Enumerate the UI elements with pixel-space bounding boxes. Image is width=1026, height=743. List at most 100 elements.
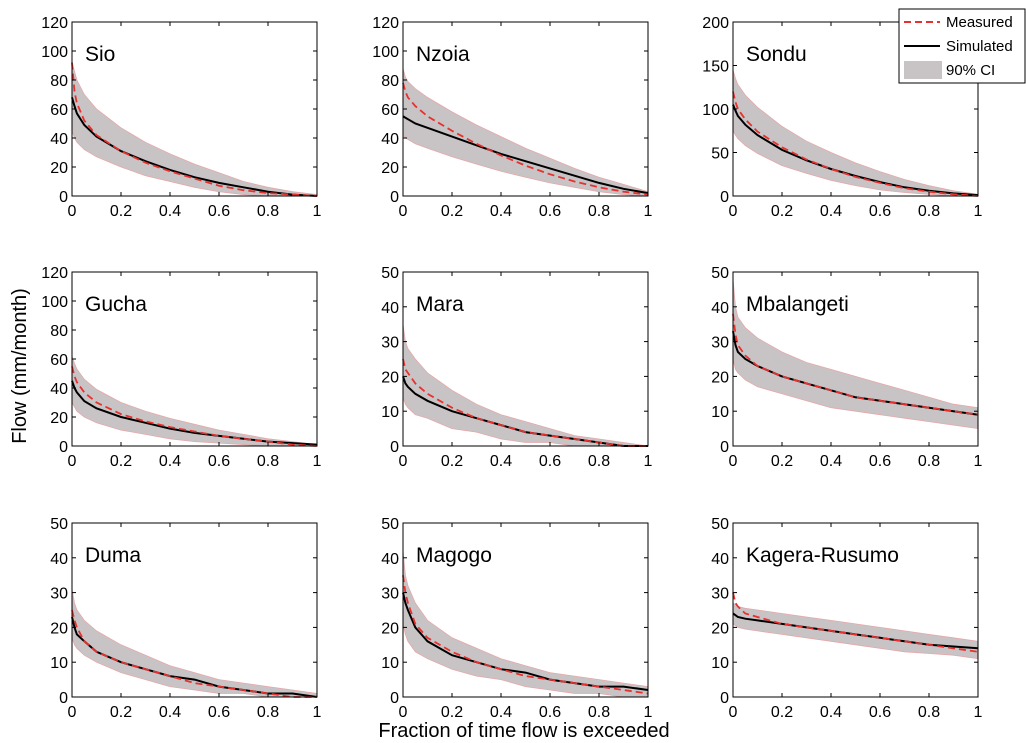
axes-frame [732, 271, 979, 447]
x-tick-label: 0.4 [820, 453, 842, 470]
panel-nzoia: 0 0.2 0.4 0.6 0.8 1 0 20 40 60 80 100 120 Nzoia [372, 15, 652, 220]
y-tick-label: 10 [50, 655, 68, 672]
y-tick-label: 80 [50, 73, 68, 90]
y-axis-label: Flow (mm/month) [9, 288, 31, 444]
x-tick-label: 0.8 [257, 203, 279, 220]
x-tick-label: 0.4 [490, 453, 512, 470]
x-axis-label: Fraction of time flow is exceeded [378, 720, 669, 742]
x-tick-label: 0.6 [869, 203, 891, 220]
y-tick-label: 150 [702, 59, 729, 76]
x-tick-label: 0 [68, 203, 77, 220]
y-tick-label: 0 [720, 189, 729, 206]
ci-band [732, 602, 979, 660]
y-tick-label: 80 [50, 323, 68, 340]
panel-title: Sondu [746, 43, 807, 66]
x-tick-label: 0.4 [820, 203, 842, 220]
panel-title: Mbalangeti [746, 293, 849, 316]
measured-line [71, 62, 318, 197]
axes-frame [71, 522, 318, 698]
x-tick-label: 0.6 [869, 704, 891, 721]
x-tick-label: 0.2 [110, 453, 132, 470]
y-tick-label: 40 [381, 551, 399, 568]
y-tick-label: 100 [702, 102, 729, 119]
y-tick-label: 40 [50, 131, 68, 148]
legend-label: 90% CI [946, 62, 995, 79]
x-tick-label: 0.2 [441, 203, 463, 220]
measured-line [71, 609, 317, 698]
x-tick-label: 0.6 [208, 453, 230, 470]
y-tick-label: 50 [381, 516, 399, 533]
y-tick-label: 0 [390, 690, 399, 707]
y-tick-label: 120 [41, 15, 68, 32]
panel-title: Kagera-Rusumo [746, 544, 899, 567]
y-tick-label: 100 [41, 44, 68, 61]
y-tick-label: 20 [50, 160, 68, 177]
y-tick-label: 30 [711, 586, 729, 603]
x-tick-label: 0.6 [869, 453, 891, 470]
panel-gucha: 0 0.2 0.4 0.6 0.8 1 0 20 40 60 80 100 120 Gucha [41, 265, 321, 470]
x-tick-label: 0 [399, 453, 408, 470]
x-tick-label: 1 [644, 704, 653, 721]
y-tick-label: 50 [711, 146, 729, 163]
panel-title: Mara [416, 293, 464, 316]
y-tick-label: 10 [381, 655, 399, 672]
x-tick-label: 1 [974, 453, 983, 470]
x-tick-label: 0.4 [159, 704, 181, 721]
y-tick-label: 40 [50, 381, 68, 398]
x-tick-label: 0.4 [820, 704, 842, 721]
ci-band [402, 550, 649, 698]
ci-band [402, 324, 649, 447]
y-tick-label: 50 [711, 516, 729, 533]
y-tick-label: 50 [50, 516, 68, 533]
y-tick-label: 30 [381, 586, 399, 603]
x-tick-label: 0.6 [539, 704, 561, 721]
x-tick-label: 0.8 [588, 203, 610, 220]
y-tick-label: 40 [711, 551, 729, 568]
y-tick-label: 0 [59, 439, 68, 456]
y-tick-label: 50 [381, 265, 399, 282]
y-tick-label: 20 [711, 369, 729, 386]
x-tick-label: 0 [399, 704, 408, 721]
measured-line [732, 313, 979, 416]
panel-title: Nzoia [416, 43, 470, 66]
x-tick-label: 0.4 [159, 453, 181, 470]
x-tick-label: 0.8 [257, 704, 279, 721]
panel-title: Magogo [416, 544, 492, 567]
y-tick-label: 20 [381, 620, 399, 637]
y-tick-label: 20 [50, 620, 68, 637]
x-tick-label: 0 [68, 453, 77, 470]
x-tick-label: 0.6 [208, 704, 230, 721]
legend-swatch-ci [904, 61, 942, 79]
x-tick-label: 1 [313, 453, 322, 470]
y-tick-label: 120 [372, 15, 399, 32]
y-tick-label: 0 [390, 189, 399, 206]
x-tick-label: 0.6 [539, 453, 561, 470]
x-tick-label: 0.2 [110, 704, 132, 721]
measured-line [402, 575, 649, 695]
x-tick-label: 1 [644, 203, 653, 220]
y-tick-label: 0 [720, 690, 729, 707]
panel-sio: 0 0.2 0.4 0.6 0.8 1 0 20 40 60 80 100 120 Sio [41, 15, 321, 220]
x-tick-label: 0.8 [588, 453, 610, 470]
panel-title: Duma [85, 544, 141, 567]
y-tick-label: 100 [41, 294, 68, 311]
x-tick-label: 0 [729, 453, 738, 470]
x-tick-label: 1 [644, 453, 653, 470]
simulated-line [732, 104, 979, 197]
axes-frame [402, 271, 649, 447]
panel-title: Sio [85, 43, 115, 66]
y-tick-label: 40 [711, 300, 729, 317]
y-tick-label: 20 [381, 160, 399, 177]
y-tick-label: 0 [59, 690, 68, 707]
x-tick-label: 0.2 [771, 453, 793, 470]
x-tick-label: 0.2 [771, 203, 793, 220]
y-tick-label: 80 [381, 73, 399, 90]
y-tick-label: 40 [381, 300, 399, 317]
x-tick-label: 0.8 [918, 704, 940, 721]
